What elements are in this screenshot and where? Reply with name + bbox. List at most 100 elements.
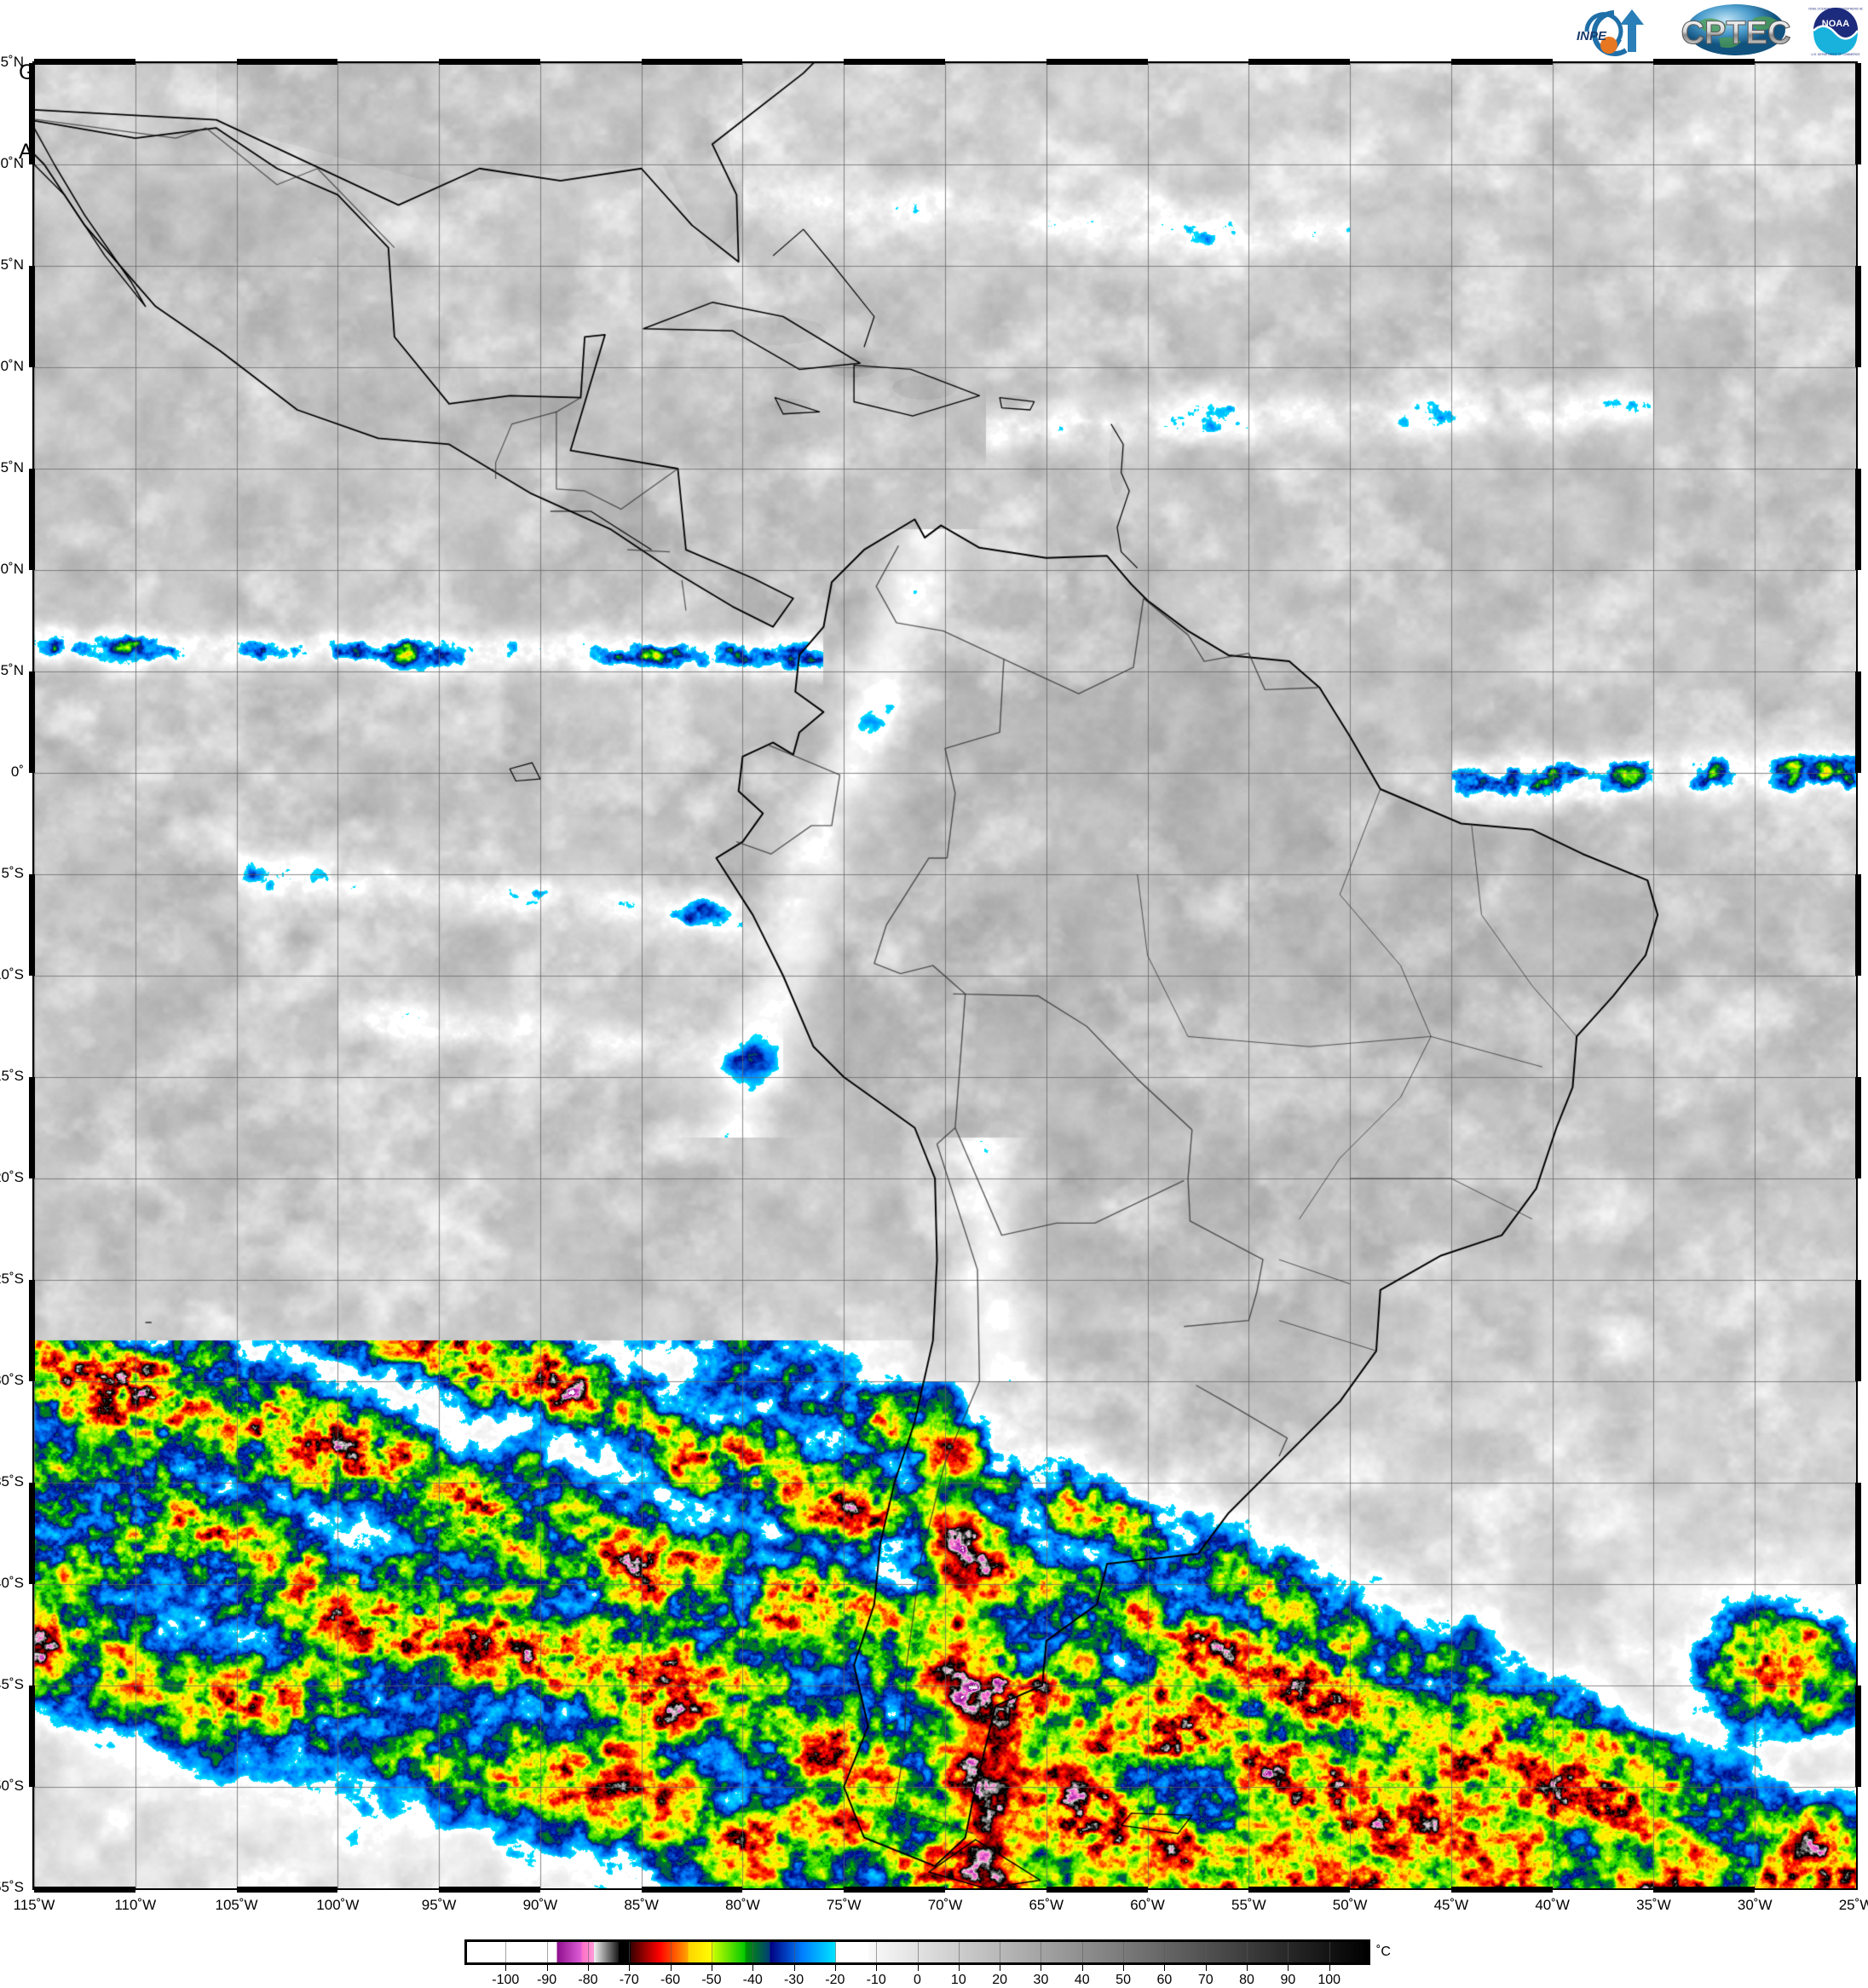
axis-tick-label: 30˚N (0, 155, 24, 171)
colorbar-gridline (834, 1942, 836, 1962)
axis-tick-bar (1046, 1887, 1148, 1893)
axis-tick-label: 50˚W (1332, 1897, 1368, 1913)
axis-tick-label: 40˚S (0, 1575, 24, 1591)
colorbar-gridline (505, 1942, 507, 1962)
colorbar-tick-mark (752, 1965, 754, 1971)
colorbar-tick-label: 60 (1156, 1973, 1173, 1987)
colorbar-tick-label: -10 (866, 1973, 886, 1987)
axis-tick-label: 90˚W (522, 1897, 558, 1913)
axis-tick-label: 25˚S (0, 1271, 24, 1287)
axis-tick-bar (34, 59, 135, 65)
colorbar-gridline (752, 1942, 754, 1962)
axis-tick-label: 30˚S (0, 1372, 24, 1388)
axis-tick-bar (844, 59, 945, 65)
colorbar-gridline (629, 1942, 631, 1962)
colorbar-tick-mark (1164, 1965, 1166, 1971)
colorbar-tick-label: -90 (537, 1973, 557, 1987)
axis-tick-bar (1855, 266, 1861, 367)
axis-tick-label: 10˚S (0, 966, 24, 982)
axis-tick-label: 110˚W (114, 1897, 157, 1913)
axis-tick-label: 95˚W (421, 1897, 457, 1913)
colorbar-tick-mark (670, 1965, 672, 1971)
colorbar-tick-label: 100 (1317, 1973, 1341, 1987)
axis-tick-bar (29, 266, 35, 367)
axis-tick-label: 20˚N (0, 358, 24, 374)
cptec-logo: CPTEC (1681, 4, 1791, 55)
satellite-map[interactable] (32, 61, 1858, 1890)
axis-tick-label: 35˚W (1636, 1897, 1671, 1913)
axis-tick-label: 0˚ (10, 764, 24, 780)
colorbar-gridline (958, 1942, 960, 1962)
colorbar-tick-mark (876, 1965, 878, 1971)
axis-tick-bar (1450, 59, 1553, 65)
colorbar-tick-label: 70 (1197, 1973, 1214, 1987)
colorbar-tick-label: -100 (492, 1973, 520, 1987)
colorbar-tick-label: 90 (1280, 1973, 1296, 1987)
colorbar-tick-label: 0 (914, 1973, 921, 1987)
axis-tick-bar (1653, 1887, 1756, 1893)
axis-tick-label: 105˚W (215, 1897, 258, 1913)
colorbar-gridline (587, 1942, 589, 1962)
colorbar-tick-mark (1329, 1965, 1330, 1971)
colorbar-tick-mark (1288, 1965, 1289, 1971)
logo-group: INPE CPTEC (1561, 2, 1863, 58)
colorbar-gridline (1081, 1942, 1083, 1962)
axis-tick-bar (29, 1483, 35, 1584)
axis-tick-bar (29, 671, 35, 773)
colorbar-tick-mark (505, 1965, 507, 1971)
header-bar: GOES16 - CANAL_16 (13.30 microns) Améric… (0, 0, 1868, 164)
colorbar-gridline (1205, 1942, 1207, 1962)
svg-text:NOAA: NOAA (1822, 19, 1849, 29)
axis-tick-label: 25˚N (0, 256, 24, 273)
axis-tick-label: 60˚W (1130, 1897, 1165, 1913)
colorbar-gridline (1123, 1942, 1125, 1962)
axis-tick-bar (1855, 1077, 1861, 1178)
axis-tick-label: 15˚S (0, 1068, 24, 1084)
svg-text:U.S. DEPARTMENT OF COMMERCE: U.S. DEPARTMENT OF COMMERCE (1811, 53, 1860, 56)
axis-tick-label: 100˚W (316, 1897, 360, 1913)
axis-tick-bar (29, 63, 35, 164)
axis-tick-bar (1855, 1483, 1861, 1584)
colorbar-tick-mark (917, 1965, 919, 1971)
axis-tick-bar (29, 469, 35, 570)
axis-tick-label: 30˚W (1737, 1897, 1773, 1913)
colorbar-tick-label: 50 (1116, 1973, 1131, 1987)
colorbar-tick-label: 80 (1239, 1973, 1254, 1987)
axis-tick-label: 55˚S (0, 1879, 24, 1895)
axis-tick-bar (1248, 59, 1351, 65)
colorbar-tick-label: 10 (950, 1973, 966, 1987)
colorbar-tick-label: -40 (742, 1973, 763, 1987)
colorbar-tick-label: -50 (701, 1973, 722, 1987)
axis-tick-bar (1855, 1280, 1861, 1381)
axis-tick-bar (641, 1887, 743, 1893)
colorbar-tick-label: 40 (1074, 1973, 1090, 1987)
axis-tick-bar (236, 59, 338, 65)
axis-tick-bar (29, 874, 35, 976)
axis-tick-bar (1855, 469, 1861, 570)
svg-text:NATIONAL OCEANIC AND ATMOSPHER: NATIONAL OCEANIC AND ATMOSPHERIC ADMIN (1808, 8, 1863, 11)
axis-tick-bar (439, 1887, 540, 1893)
axis-tick-bar (1855, 1685, 1861, 1787)
satellite-imagery-canvas (34, 63, 1856, 1888)
axis-tick-bar (236, 1887, 338, 1893)
colorbar-tick-mark (793, 1965, 795, 1971)
colorbar-tick-mark (1081, 1965, 1083, 1971)
axis-tick-label: 40˚W (1535, 1897, 1570, 1913)
axis-tick-label: 65˚W (1029, 1897, 1064, 1913)
colorbar-tick-label: -20 (825, 1973, 845, 1987)
colorbar-tick-mark (1247, 1965, 1248, 1971)
colorbar-tick-label: -30 (783, 1973, 804, 1987)
colorbar-tick-mark (629, 1965, 631, 1971)
colorbar-tick-mark (587, 1965, 589, 1971)
axis-tick-label: 5˚S (1, 865, 24, 881)
axis-tick-label: 55˚W (1231, 1897, 1266, 1913)
axis-tick-bar (1855, 671, 1861, 773)
axis-tick-bar (439, 59, 540, 65)
axis-tick-label: 10˚N (0, 561, 24, 577)
colorbar-tick-mark (834, 1965, 836, 1971)
axis-tick-bar (1248, 1887, 1351, 1893)
axis-tick-label: 15˚N (0, 459, 24, 475)
colorbar-tick-label: -60 (660, 1973, 681, 1987)
colorbar-gridline (1247, 1942, 1248, 1962)
inpe-logo: INPE (1577, 9, 1644, 56)
